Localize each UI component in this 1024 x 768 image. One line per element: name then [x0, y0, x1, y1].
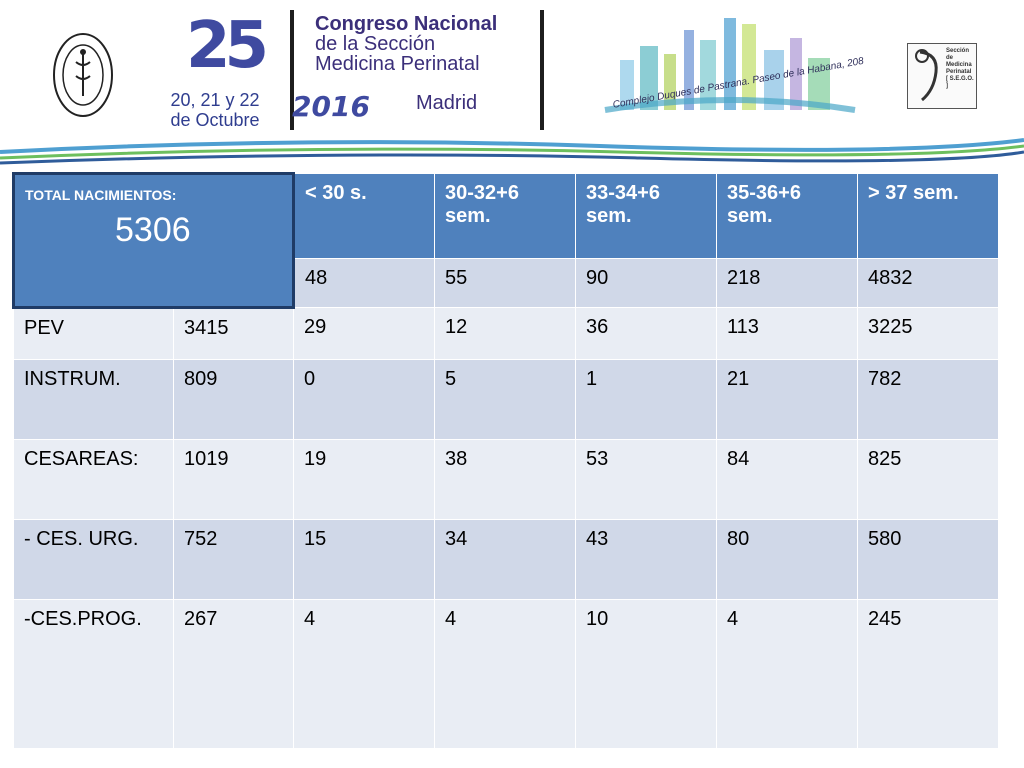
- column-total: 55: [434, 258, 577, 308]
- cell: 34: [434, 519, 577, 600]
- total-births-cell: TOTAL NACIMIENTOS: 5306: [11, 172, 296, 309]
- madrid-skyline-illustration: [604, 18, 856, 113]
- congress-banner: 25 20, 21 y 22 de Octubre Congreso Nacio…: [0, 0, 1024, 170]
- row-label: PEV: [13, 307, 174, 360]
- cell: 12: [434, 307, 577, 360]
- dates-line-1: 20, 21 y 22: [170, 90, 260, 110]
- cell: 38: [434, 439, 577, 520]
- cell: 15: [293, 519, 436, 600]
- column-total: 48: [293, 258, 436, 308]
- anniversary-number: 25: [186, 9, 269, 83]
- table-row: CESAREAS: 1019 19 38 53 84 825: [13, 439, 1000, 520]
- cell: 4: [716, 599, 859, 749]
- row-total: 1019: [172, 439, 295, 520]
- divider-2: [540, 10, 544, 130]
- births-table: TOTAL NACIMIENTOS: 5306 < 30 s. 30-32+6 …: [11, 172, 1000, 749]
- cell: 21: [716, 359, 859, 440]
- cell: 36: [575, 307, 718, 360]
- table-row: PEV 3415 29 12 36 113 3225: [13, 307, 1000, 360]
- row-total: 809: [172, 359, 295, 440]
- column-header: 30-32+6 sem.: [434, 173, 577, 259]
- row-label: - CES. URG.: [13, 519, 174, 600]
- column-header: 33-34+6 sem.: [575, 173, 718, 259]
- cell: 29: [293, 307, 436, 360]
- cell: 84: [716, 439, 859, 520]
- column-header: < 30 s.: [293, 173, 436, 259]
- column-total: 90: [575, 258, 718, 308]
- column-header: 35-36+6 sem.: [716, 173, 859, 259]
- decorative-swoosh: [0, 138, 1024, 165]
- cell: 80: [716, 519, 859, 600]
- cell: 10: [575, 599, 718, 749]
- row-total: 3415: [172, 307, 295, 360]
- cell: 19: [293, 439, 436, 520]
- cell: 782: [857, 359, 1000, 440]
- cell: 43: [575, 519, 718, 600]
- congress-city: Madrid: [416, 92, 478, 114]
- row-total: 267: [172, 599, 295, 749]
- cell: 825: [857, 439, 1000, 520]
- row-label: INSTRUM.: [13, 359, 174, 440]
- cell: 53: [575, 439, 718, 520]
- cell: 0: [293, 359, 436, 440]
- cell: 4: [434, 599, 577, 749]
- cell: 3225: [857, 307, 1000, 360]
- column-header: > 37 sem.: [857, 173, 1000, 259]
- row-label: CESAREAS:: [13, 439, 174, 520]
- total-births-value: 5306: [115, 211, 191, 249]
- column-totals-row: 48 55 90 218 4832: [14, 258, 1000, 308]
- divider-1: [290, 10, 294, 130]
- congress-year: 2016: [292, 90, 370, 123]
- cell: 113: [716, 307, 859, 360]
- table-header-row: TOTAL NACIMIENTOS: 5306 < 30 s. 30-32+6 …: [11, 172, 1000, 309]
- section-logo-line-3: Perinatal: [946, 69, 972, 75]
- congress-title: Congreso Nacional de la Sección Medicina…: [315, 14, 497, 74]
- row-total: 752: [172, 519, 295, 600]
- fetus-icon: [915, 49, 938, 102]
- section-perinatal-logo: Sección de Medicina Perinatal [ S.E.G.O.…: [907, 43, 977, 109]
- section-logo-line-1: Sección de: [946, 48, 970, 61]
- table-row: INSTRUM. 809 0 5 1 21 782: [13, 359, 1000, 440]
- cell: 245: [857, 599, 1000, 749]
- column-total: 4832: [857, 258, 1000, 308]
- section-logo-line-4: [ S.E.G.O. ]: [946, 76, 974, 89]
- congress-dates: 20, 21 y 22 de Octubre: [160, 90, 270, 130]
- section-logo-line-2: Medicina: [946, 62, 972, 68]
- cell: 5: [434, 359, 577, 440]
- cell: 1: [575, 359, 718, 440]
- congress-title-line-2: de la Sección: [315, 33, 436, 55]
- dates-line-2: de Octubre: [170, 110, 260, 130]
- congress-title-line-3: Medicina Perinatal: [315, 53, 480, 75]
- table-row: - CES. URG. 752 15 34 43 80 580: [13, 519, 1000, 600]
- cell: 4: [293, 599, 436, 749]
- anniversary-logo: 25: [186, 12, 276, 80]
- table-row: -CES.PROG. 267 4 4 10 4 245: [13, 599, 1000, 749]
- section-logo-text: Sección de Medicina Perinatal [ S.E.G.O.…: [946, 48, 976, 90]
- total-births-label: TOTAL NACIMIENTOS:: [25, 187, 177, 203]
- cell: 580: [857, 519, 1000, 600]
- sego-seal-logo: [53, 33, 113, 117]
- row-label: -CES.PROG.: [13, 599, 174, 749]
- column-total: 218: [716, 258, 859, 308]
- congress-title-line-1: Congreso Nacional: [315, 13, 498, 35]
